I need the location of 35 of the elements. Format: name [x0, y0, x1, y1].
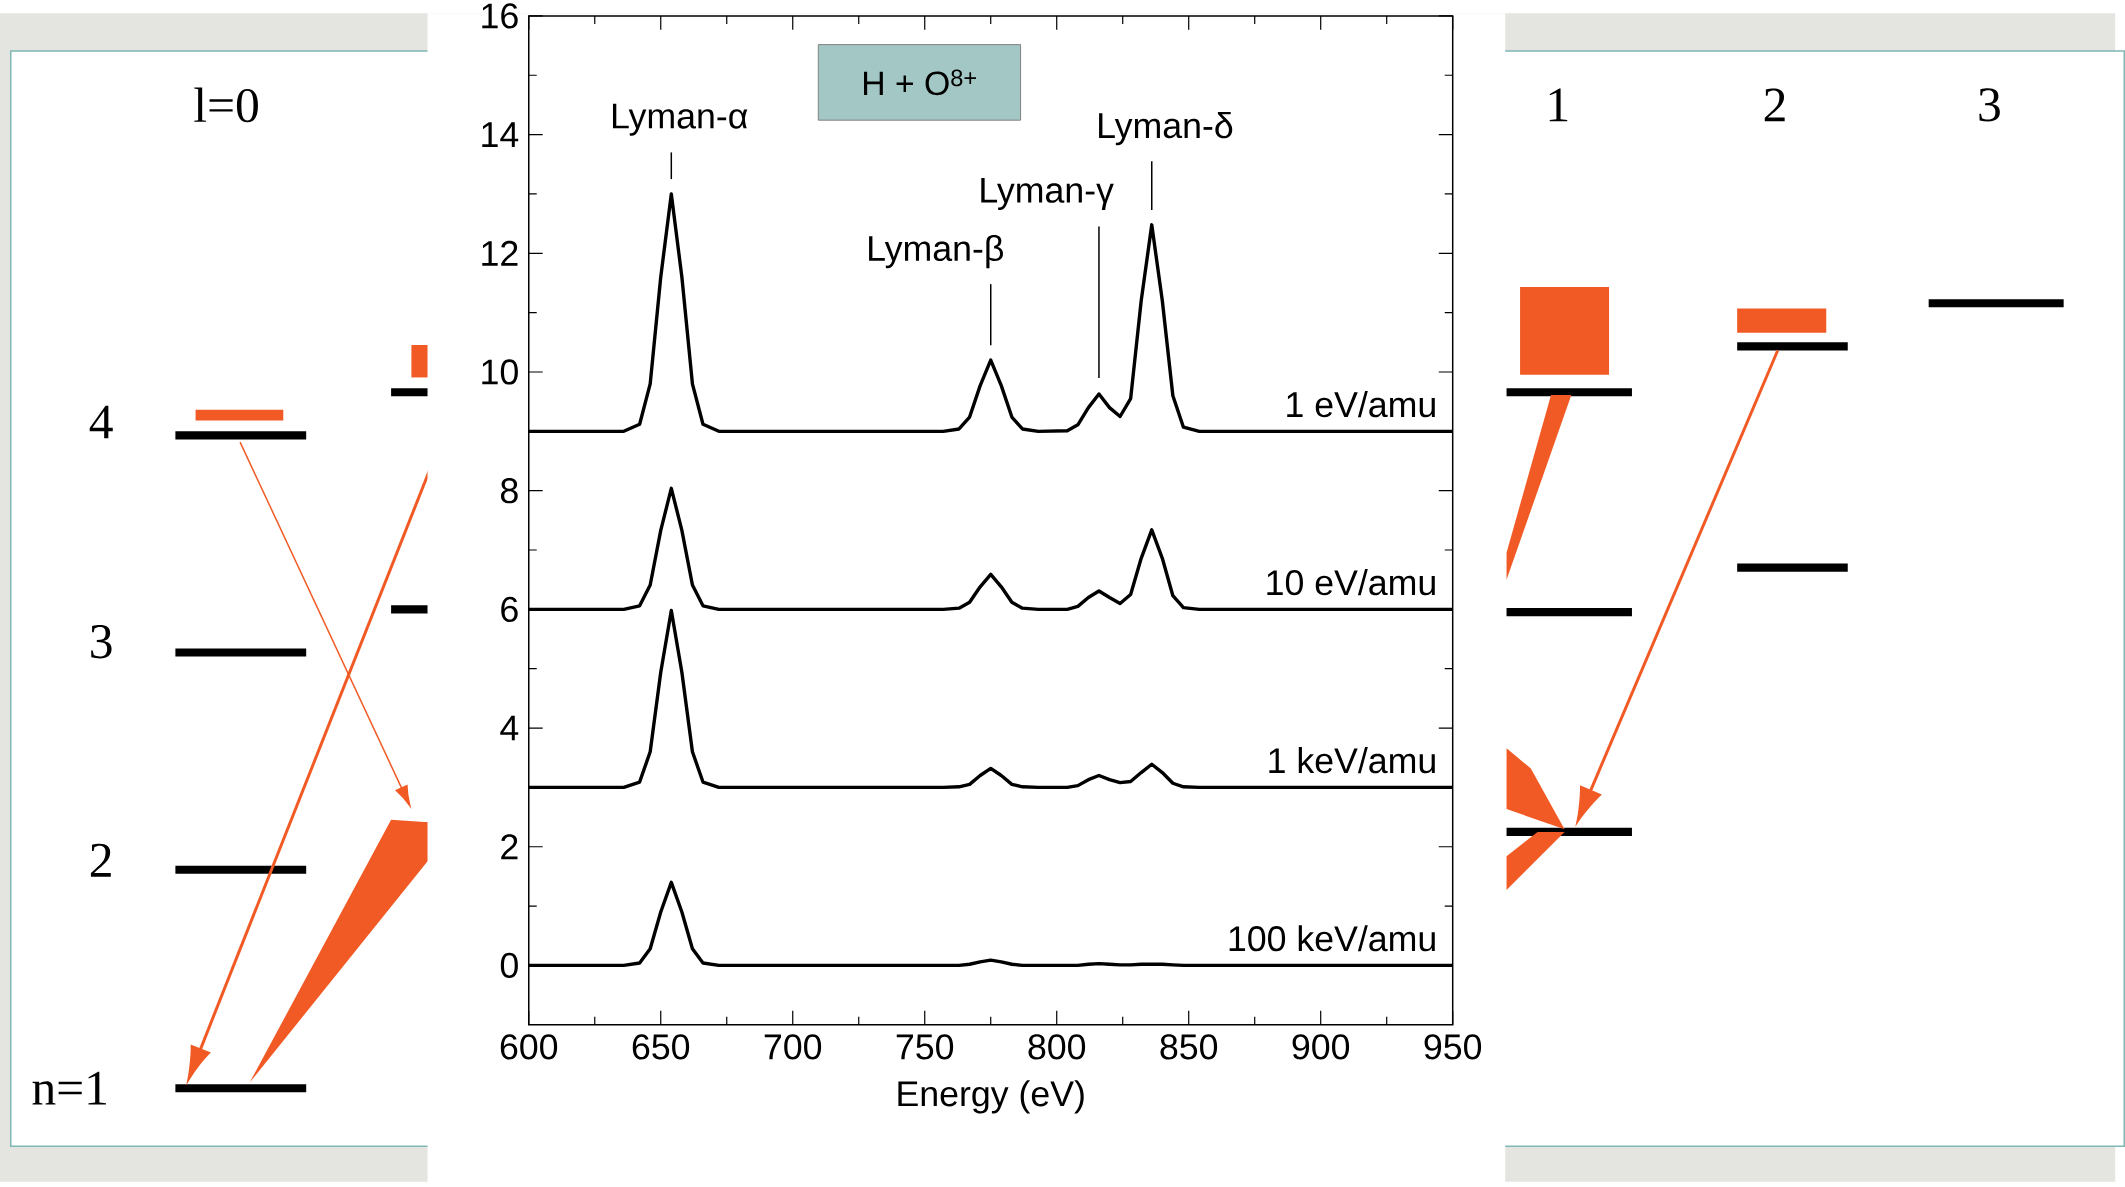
text: n=1 — [32, 1071, 106, 1105]
annotation: Lyman-δ — [1099, 112, 1233, 146]
x-tick-label: 700 — [764, 1034, 822, 1060]
y-tick-label: 2 — [501, 834, 518, 860]
annotation: Lyman-β — [869, 235, 1003, 269]
x-tick-label: 800 — [1028, 1034, 1086, 1060]
y-tick-label: 12 — [482, 241, 518, 266]
y-tick-label: 0 — [500, 952, 518, 979]
legend-label: 1 keV/amu — [1269, 747, 1435, 774]
x-tick-label: 750 — [896, 1034, 954, 1060]
legend-label: 1 eV/amu — [1287, 391, 1435, 418]
y-tick-label: 14 — [482, 122, 519, 148]
x-tick-label: 950 — [1424, 1034, 1482, 1060]
y-tick-label: 4 — [500, 715, 519, 741]
y-tick-label: 10 — [482, 359, 518, 385]
annotation: Lyman-γ — [981, 178, 1114, 211]
x-tick-label: 900 — [1292, 1034, 1350, 1060]
text: 2 — [90, 843, 111, 877]
y-tick-label: 8 — [500, 478, 518, 504]
text: 1 — [1549, 88, 1568, 122]
text: 3 — [1979, 88, 2000, 122]
annotation: Lyman-α — [612, 103, 748, 136]
y-tick-label: 6 — [501, 596, 518, 623]
text: 3 — [91, 625, 112, 659]
text: l=0 — [194, 87, 258, 123]
legend-label: 10 eV/amu — [1267, 569, 1435, 596]
y-tick-label: 16 — [482, 3, 518, 29]
text: 2 — [1764, 88, 1785, 122]
x-axis-title: Energy (eV) — [898, 1080, 1084, 1114]
x-tick-label: 600 — [500, 1034, 558, 1060]
x-tick-label: 850 — [1160, 1034, 1218, 1060]
x-tick-label: 650 — [632, 1034, 690, 1060]
legend-label: 100 keV/amu — [1229, 925, 1435, 952]
annotation: H + O$^{8+}$ — [864, 69, 976, 96]
text: 4 — [89, 405, 113, 439]
